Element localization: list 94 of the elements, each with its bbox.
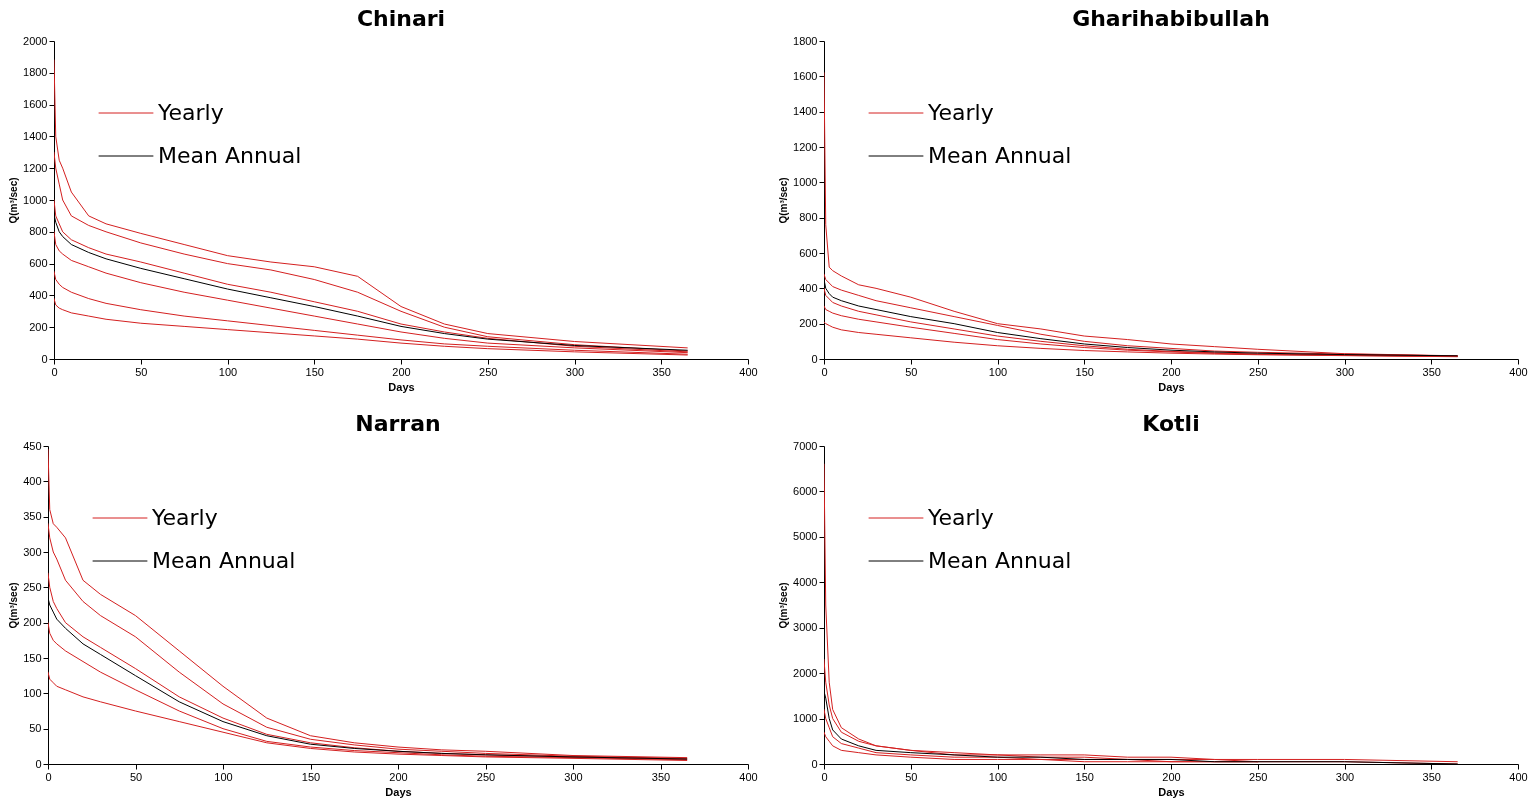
x-tick-label: 300: [1335, 365, 1355, 378]
y-axis-title: Q(m³/sec): [8, 177, 20, 224]
y-tick-label: 0: [811, 757, 818, 770]
y-tick-label: 600: [799, 246, 818, 259]
chart-title: Chinari: [356, 6, 446, 31]
x-tick-label: 400: [1509, 365, 1528, 378]
legend-label: Yearly: [157, 100, 224, 125]
y-tick-label: 350: [23, 510, 42, 523]
x-tick-label: 0: [821, 770, 828, 783]
chart-title: Gharihabibullah: [1072, 6, 1270, 31]
x-axis-title: Days: [385, 785, 412, 798]
x-tick-label: 50: [129, 770, 143, 783]
y-tick-label: 0: [811, 352, 818, 365]
x-tick-label: 150: [301, 770, 321, 783]
y-tick-label: 200: [23, 616, 42, 629]
y-tick-label: 1000: [793, 175, 818, 188]
y-axis-title: Q(m³/sec): [8, 582, 20, 629]
x-axis-title: Days: [1158, 380, 1185, 393]
y-tick-label: 400: [29, 288, 48, 301]
y-tick-label: 200: [29, 320, 48, 333]
legend-label: Mean Annual: [928, 143, 1072, 168]
y-tick-label: 1400: [23, 129, 48, 142]
x-tick-label: 50: [905, 770, 918, 783]
legend-label: Mean Annual: [158, 143, 302, 168]
legend-label: Yearly: [927, 100, 994, 125]
y-tick-label: 4000: [793, 575, 818, 588]
legend-label: Mean Annual: [152, 548, 296, 573]
x-tick-label: 100: [988, 770, 1008, 783]
x-tick-label: 200: [392, 365, 411, 378]
y-tick-label: 0: [35, 757, 42, 770]
y-tick-label: 150: [23, 651, 42, 664]
y-tick-label: 1400: [793, 105, 818, 118]
y-tick-label: 100: [23, 686, 42, 699]
y-tick-label: 400: [799, 281, 818, 294]
x-tick-label: 300: [1335, 770, 1355, 783]
y-tick-label: 300: [23, 545, 42, 558]
legend-label: Yearly: [151, 505, 218, 530]
x-tick-label: 400: [739, 770, 758, 783]
y-axis-title: Q(m³/sec): [778, 582, 790, 629]
x-tick-label: 350: [652, 365, 671, 378]
x-tick-label: 350: [1422, 770, 1441, 783]
y-tick-label: 400: [23, 474, 42, 487]
x-tick-label: 250: [479, 365, 498, 378]
x-tick-label: 150: [305, 365, 324, 378]
chart-title: Narran: [355, 411, 441, 436]
x-tick-label: 0: [51, 365, 58, 378]
x-axis-title: Days: [1158, 785, 1185, 798]
x-tick-label: 350: [1422, 365, 1441, 378]
x-tick-label: 50: [135, 365, 148, 378]
x-tick-label: 250: [1249, 770, 1268, 783]
y-tick-label: 800: [29, 225, 48, 238]
y-tick-label: 600: [29, 257, 48, 270]
x-tick-label: 300: [565, 365, 585, 378]
x-tick-label: 250: [476, 770, 496, 783]
x-tick-label: 200: [1162, 770, 1181, 783]
x-tick-label: 200: [389, 770, 408, 783]
x-tick-label: 150: [1075, 770, 1094, 783]
y-tick-label: 1800: [793, 34, 818, 47]
y-tick-label: 1600: [793, 69, 818, 82]
y-tick-label: 1200: [793, 140, 818, 153]
x-tick-label: 50: [905, 365, 918, 378]
x-tick-label: 250: [1249, 365, 1268, 378]
y-tick-label: 1000: [793, 712, 818, 725]
x-tick-label: 400: [739, 365, 758, 378]
legend-label: Mean Annual: [928, 548, 1072, 573]
x-tick-label: 200: [1162, 365, 1181, 378]
y-tick-label: 450: [23, 439, 42, 452]
x-tick-label: 150: [1075, 365, 1094, 378]
x-tick-label: 100: [218, 365, 238, 378]
y-tick-label: 2000: [793, 666, 818, 679]
x-tick-label: 100: [988, 365, 1008, 378]
y-tick-label: 1600: [23, 98, 48, 111]
y-tick-label: 1800: [23, 66, 48, 79]
x-tick-label: 0: [821, 365, 828, 378]
y-tick-label: 1000: [23, 193, 48, 206]
y-tick-label: 200: [799, 317, 818, 330]
x-axis-title: Days: [388, 380, 415, 393]
x-tick-label: 350: [651, 770, 671, 783]
y-tick-label: 1200: [23, 161, 48, 174]
y-tick-label: 800: [799, 211, 818, 224]
legend-label: Yearly: [927, 505, 994, 530]
y-tick-label: 6000: [793, 484, 818, 497]
y-tick-label: 50: [29, 722, 42, 735]
chart-title: Kotli: [1142, 411, 1200, 436]
x-tick-label: 300: [564, 770, 583, 783]
y-tick-label: 250: [23, 580, 42, 593]
y-axis-title: Q(m³/sec): [778, 177, 790, 224]
x-tick-label: 400: [1509, 770, 1528, 783]
y-tick-label: 2000: [23, 34, 48, 47]
y-tick-label: 5000: [793, 530, 818, 543]
x-tick-label: 100: [214, 770, 233, 783]
y-tick-label: 0: [41, 352, 48, 365]
y-tick-label: 3000: [793, 621, 818, 634]
y-tick-label: 7000: [793, 439, 818, 452]
